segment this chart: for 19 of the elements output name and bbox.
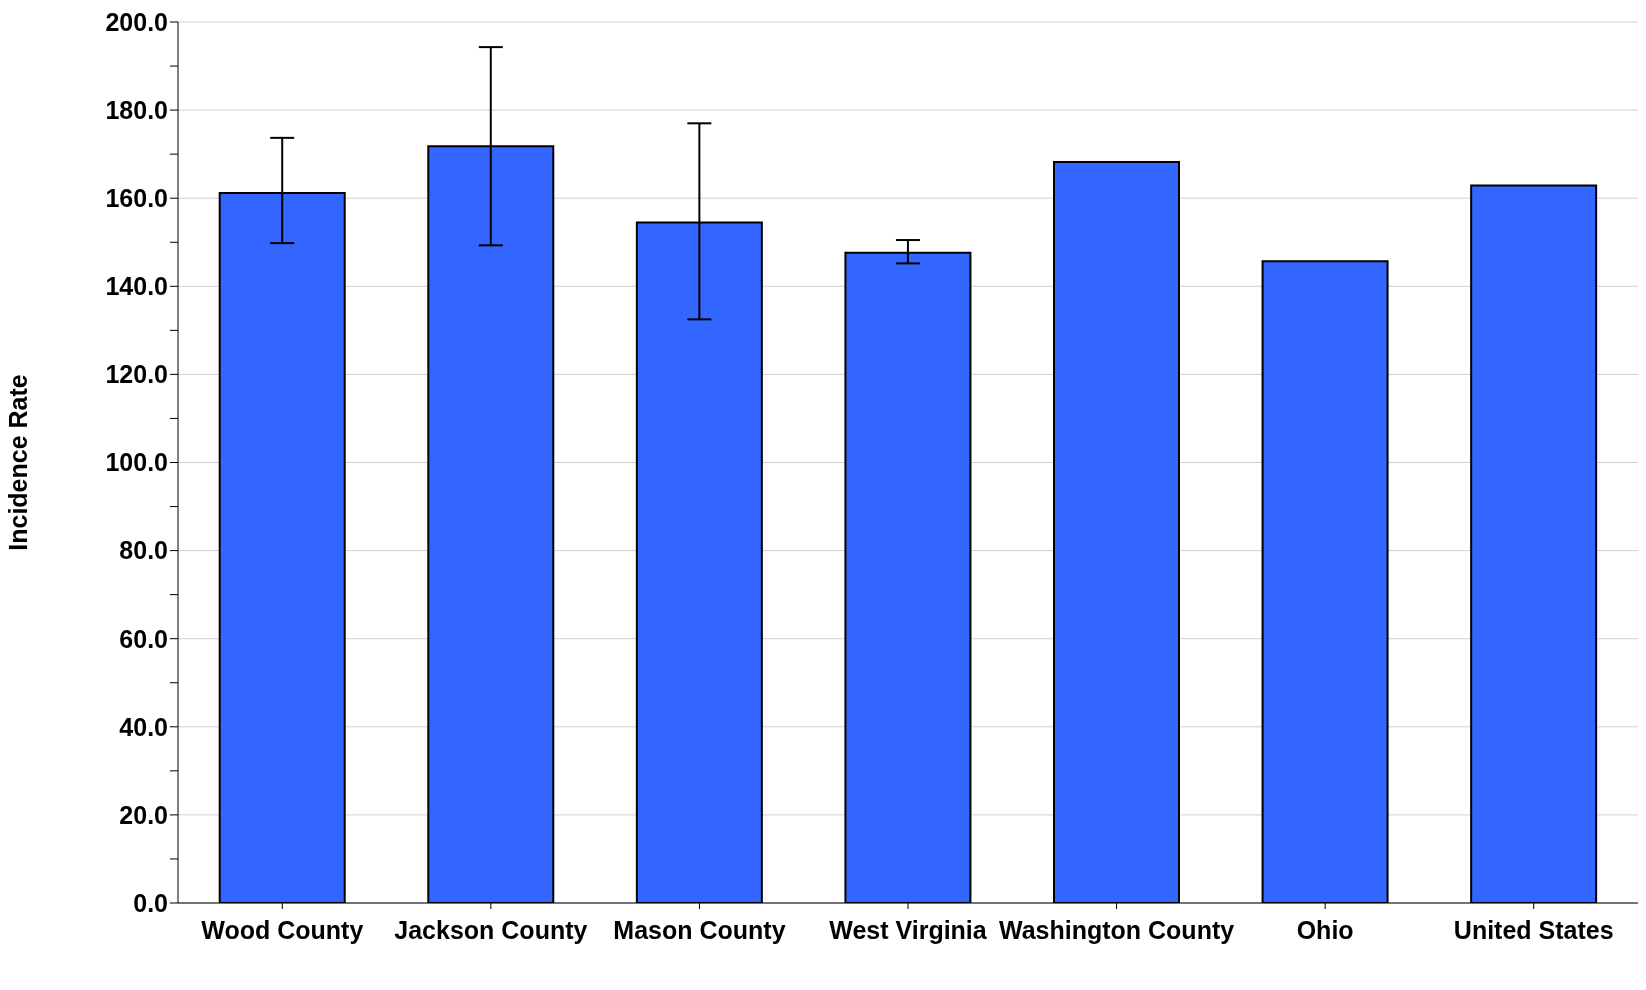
x-tick-label: Washington County: [998, 915, 1235, 944]
y-tick-label: 80.0: [119, 536, 168, 565]
y-tick-label: 60.0: [119, 624, 168, 653]
y-tick-label: 200.0: [105, 7, 168, 36]
x-tick-label: Ohio: [1296, 915, 1354, 944]
y-tick-label: 100.0: [105, 448, 168, 477]
y-tick-label: 160.0: [105, 184, 168, 213]
y-tick-label: 40.0: [119, 712, 168, 741]
x-tick-label: Jackson County: [394, 915, 588, 944]
y-axis-title: Incidence Rate: [3, 374, 32, 551]
y-tick-label: 140.0: [105, 272, 168, 301]
x-tick-label: United States: [1453, 915, 1614, 944]
y-tick-label: 0.0: [133, 888, 168, 917]
x-tick-label: Wood County: [201, 915, 364, 944]
y-tick-label: 20.0: [119, 800, 168, 829]
y-tick-label: 180.0: [105, 95, 168, 124]
x-tick-label: West Virginia: [829, 915, 988, 944]
x-tick-label: Mason County: [613, 915, 786, 944]
y-tick-label: 120.0: [105, 360, 168, 389]
